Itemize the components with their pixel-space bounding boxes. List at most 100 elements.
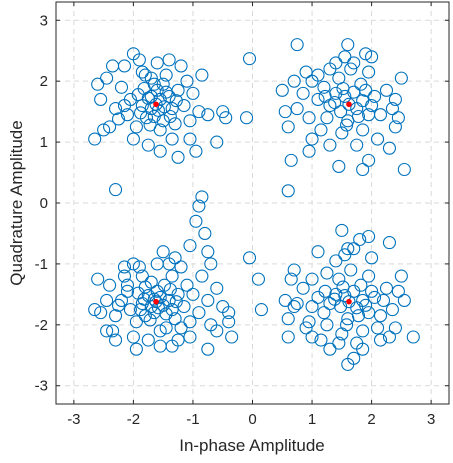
received-point [254,303,268,317]
received-point [388,120,402,134]
received-point [180,74,194,88]
received-point [216,105,230,119]
received-point [359,83,373,97]
received-point [183,132,197,146]
received-point [275,83,289,97]
received-point [108,309,123,323]
reference-points [153,101,352,305]
received-point [138,68,152,82]
received-point [397,162,411,177]
received-point [108,333,123,347]
received-point [111,112,126,126]
reference-point [346,101,352,108]
received-point [328,292,342,306]
received-point [385,102,399,116]
received-point [114,80,129,94]
received-point [394,269,408,283]
received-point [362,153,376,167]
received-point [296,281,310,295]
received-point [147,292,161,306]
received-point [162,53,176,67]
y-tick-label: 2 [40,73,48,90]
received-point [165,132,179,146]
x-tick-label: -3 [67,411,80,428]
y-tick-label: 3 [40,12,48,29]
received-point [242,251,257,265]
y-tick-label: -2 [35,317,48,334]
received-point [290,296,304,311]
received-point [342,97,356,111]
received-point [183,239,197,253]
received-point [135,65,149,79]
y-axis-ticks: -3 -2 -1 0 1 2 3 [35,12,449,395]
received-point [281,312,295,326]
received-point [117,98,132,113]
x-tick-label: 2 [367,411,375,428]
received-point [302,315,316,329]
received-point [189,214,203,228]
received-point [169,94,183,108]
received-point [143,118,157,132]
x-tick-label: 1 [308,411,316,428]
received-point [153,324,167,338]
received-point [94,306,108,320]
received-point [299,321,313,335]
received-point [365,284,379,298]
received-point [163,109,177,124]
x-tick-label: 3 [427,411,435,428]
received-point [305,272,319,286]
received-point [210,135,224,149]
received-point [162,293,176,308]
received-point [332,272,346,286]
received-point [278,293,292,308]
received-point [320,318,334,332]
received-point [177,98,191,113]
received-point [335,223,349,237]
received-point [382,236,397,250]
received-point [195,269,209,283]
received-point [356,324,370,338]
received-point [344,62,358,76]
received-point [159,85,173,99]
x-tick-label: 0 [248,411,256,428]
received-point [171,150,185,164]
received-point [144,89,158,103]
received-point [370,132,385,146]
received-point [318,89,332,103]
received-point [156,77,170,91]
received-point [336,81,350,96]
reference-point [346,298,352,305]
received-point [168,251,182,265]
received-point [323,342,337,356]
received-point [296,86,310,100]
received-point [317,80,331,94]
received-point [359,47,373,61]
received-point [311,245,325,259]
received-point [192,105,206,119]
reference-point [153,101,159,108]
received-point [141,138,155,152]
received-point [284,153,298,167]
received-point [365,50,379,64]
received-point [162,89,176,103]
received-point [340,318,354,332]
received-point [180,278,194,292]
received-point [100,71,114,85]
received-point [134,106,148,120]
received-point [323,62,337,76]
received-point [201,245,215,259]
received-point [394,71,408,85]
received-point [126,330,140,344]
received-point [344,263,358,277]
y-tick-label: -3 [35,378,48,395]
received-point [311,92,325,107]
received-point [106,324,120,338]
received-point [365,98,379,113]
received-point [225,330,239,344]
received-point [106,59,120,73]
received-point [117,269,132,283]
received-point [103,278,117,292]
received-point [347,351,361,365]
received-point [359,298,373,312]
